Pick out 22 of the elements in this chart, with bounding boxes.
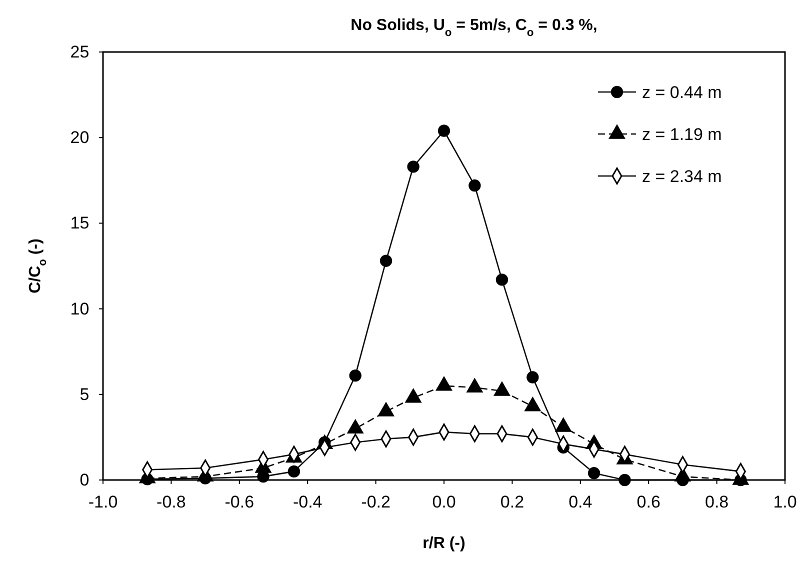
x-axis-title: r/R (-) [422,535,466,552]
x-tick-label: -0.4 [292,492,322,512]
x-tick-label: -0.2 [361,492,390,512]
x-tick-label: -0.8 [156,492,186,512]
x-tick-label: 0.2 [500,492,524,512]
x-tick-label: -1.0 [88,492,118,512]
legend-label: z = 2.34 m [642,167,722,186]
x-tick-label: 0.4 [568,492,592,512]
y-tick-label: 20 [70,128,90,148]
y-tick-label: 25 [70,42,90,62]
chart-title: No Solids, U$_{o}$ = 5m/s, C$_{o}$ = 0.3 %, [350,17,598,39]
legend-label: z = 1.19 m [642,125,722,144]
x-tick-label: 0.6 [636,492,660,512]
y-tick-label: 0 [80,470,90,490]
x-tick-label: -0.6 [224,492,254,512]
x-tick-label: 1.0 [773,492,797,512]
x-tick-label: 0.8 [704,492,729,512]
y-tick-label: 10 [70,299,90,318]
legend-label: z = 0.44 m [642,83,722,102]
x-tick-label: 0.0 [432,492,456,512]
y-tick-label: 5 [80,384,90,404]
y-tick-label: 15 [70,214,90,233]
